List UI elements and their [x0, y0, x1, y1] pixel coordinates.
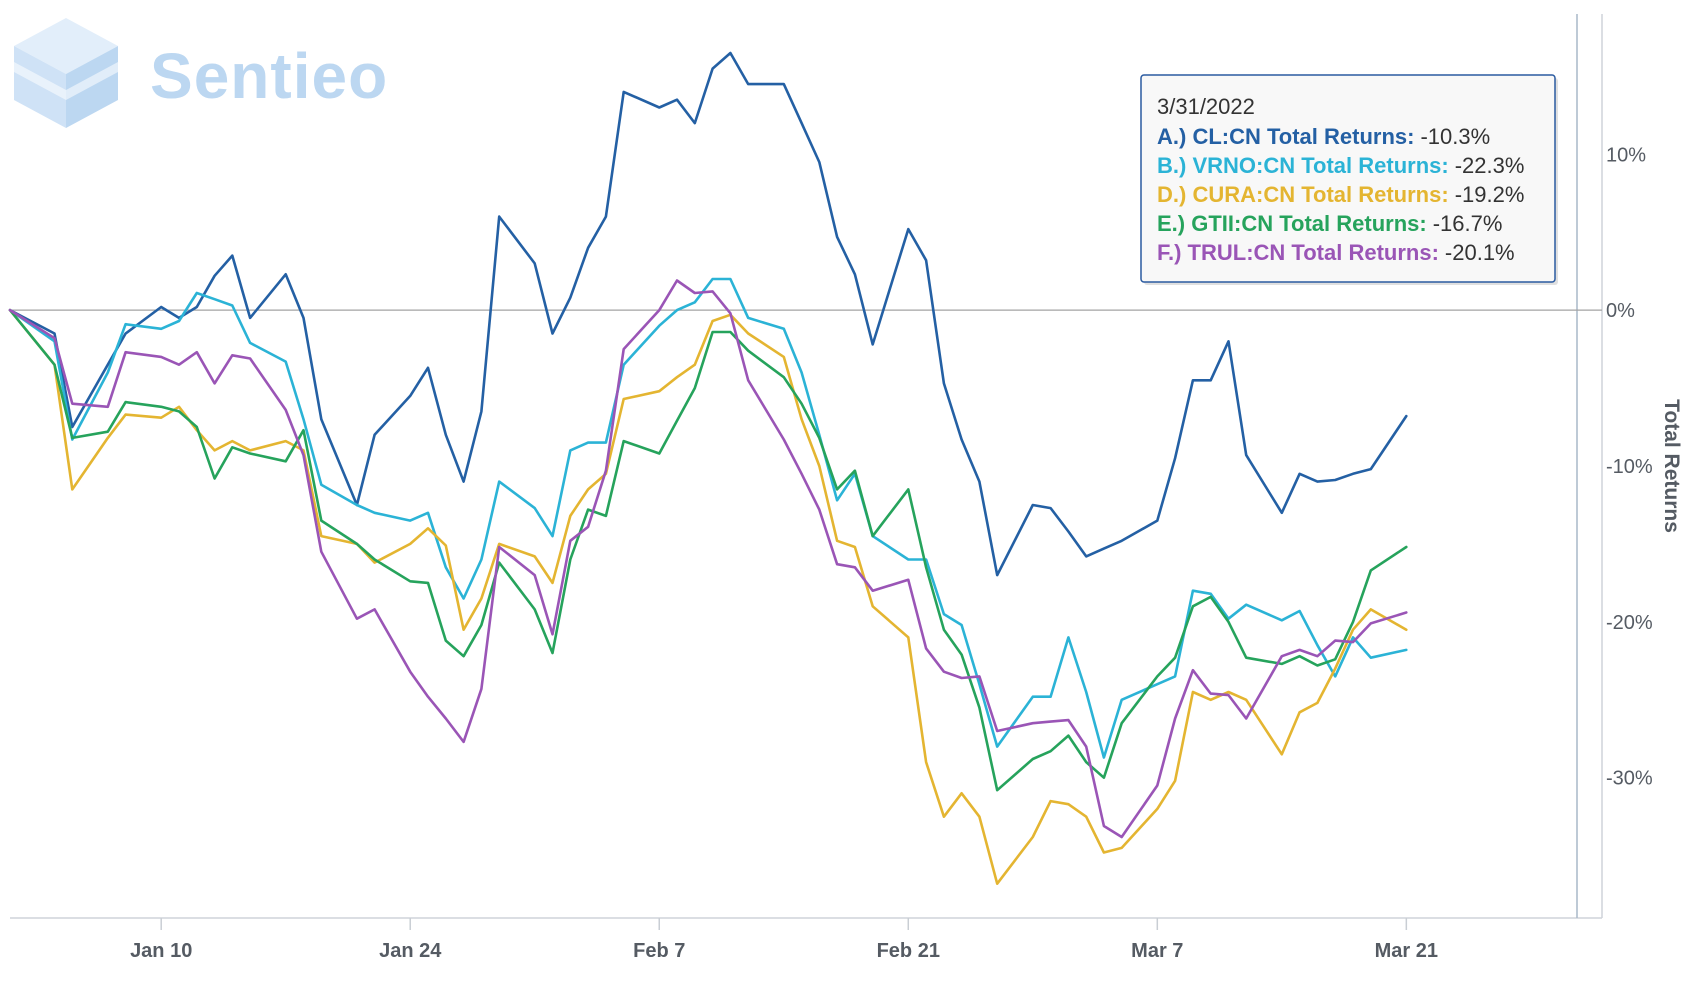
series-line-4[interactable] [8, 308, 1408, 792]
logo-text: Sentieo [150, 40, 388, 112]
series-line-5[interactable] [8, 279, 1408, 839]
sentieo-logo: Sentieo [14, 18, 388, 128]
x-tick-label: Feb 7 [633, 940, 685, 962]
hover-tooltip: 3/31/2022 A.) CL:CN Total Returns: -10.3%… [1140, 74, 1558, 285]
series-line-1[interactable] [8, 51, 1408, 577]
y-tick-label: -10% [1606, 456, 1653, 478]
tooltip-series-label: D.) CURA:CN Total Returns: [1157, 182, 1449, 207]
tooltip-series-value: -19.2% [1455, 182, 1525, 207]
x-tick-label: Mar 7 [1131, 940, 1183, 962]
y-tick-label: -20% [1606, 612, 1653, 634]
tooltip-series-value: -10.3% [1420, 124, 1490, 149]
x-tick-label: Feb 21 [877, 940, 940, 962]
tooltip-row: E.) GTII:CN Total Returns: -16.7% [1157, 211, 1502, 236]
tooltip-box [1140, 74, 1556, 283]
y-tick-label: 0% [1606, 300, 1635, 322]
x-tick-label: Jan 10 [130, 940, 192, 962]
tooltip-series-value: -22.3% [1455, 153, 1525, 178]
tooltip-series-label: E.) GTII:CN Total Returns: [1157, 211, 1427, 236]
tooltip-series-label: B.) VRNO:CN Total Returns: [1157, 153, 1449, 178]
x-tick-label: Jan 24 [379, 940, 442, 962]
series-line-3[interactable] [8, 308, 1408, 885]
y-tick-label: -30% [1606, 768, 1653, 790]
tooltip-row: D.) CURA:CN Total Returns: -19.2% [1157, 182, 1524, 207]
tooltip-row: A.) CL:CN Total Returns: -10.3% [1157, 124, 1490, 149]
y-axis-title: Total Returns [1660, 399, 1683, 533]
tooltip-date: 3/31/2022 [1157, 94, 1255, 119]
tooltip-series-value: -20.1% [1445, 240, 1515, 265]
tooltip-series-label: A.) CL:CN Total Returns: [1157, 124, 1414, 149]
tooltip-row: F.) TRUL:CN Total Returns: -20.1% [1157, 240, 1515, 265]
x-tick-label: Mar 21 [1375, 940, 1438, 962]
tooltip-series-label: F.) TRUL:CN Total Returns: [1157, 240, 1439, 265]
sentieo-cube-icon [14, 18, 118, 128]
y-tick-label: 10% [1606, 144, 1646, 166]
tooltip-row: B.) VRNO:CN Total Returns: -22.3% [1157, 153, 1524, 178]
tooltip-series-value: -16.7% [1433, 211, 1503, 236]
series-line-2[interactable] [8, 277, 1408, 759]
